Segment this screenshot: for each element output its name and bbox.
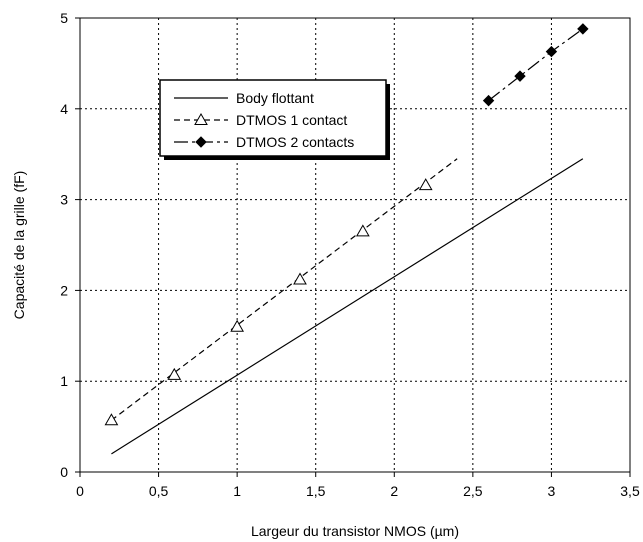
- data-point: [418, 178, 433, 191]
- plot-area-frame: [79, 17, 631, 473]
- series-line: [111, 158, 584, 455]
- x-tick-label: 3,5: [620, 483, 640, 499]
- legend-label: DTMOS 2 contacts: [236, 134, 354, 150]
- y-tick-label: 1: [60, 373, 68, 389]
- data-point: [104, 413, 119, 426]
- data-point: [355, 224, 370, 237]
- x-tick-label: 1,5: [306, 483, 326, 499]
- x-axis-title: Largeur du transistor NMOS (µm): [251, 523, 459, 539]
- data-point: [545, 45, 558, 58]
- legend-label: DTMOS 1 contact: [236, 112, 347, 128]
- y-tick-label: 5: [60, 10, 68, 26]
- x-tick-label: 2,5: [463, 483, 483, 499]
- y-axis-title: Capacité de la grille (fF): [11, 171, 27, 320]
- series-line: [488, 28, 584, 102]
- data-point: [293, 272, 307, 285]
- series-layer: [104, 23, 589, 455]
- series-line: [111, 158, 458, 421]
- x-tick-label: 0: [76, 483, 84, 499]
- axis-ticks: 0 0,5 1 1,5 2 2,5 3 3,5 0 1 2 3 4 5: [60, 10, 640, 499]
- x-tick-label: 1: [233, 483, 241, 499]
- data-point: [514, 70, 526, 82]
- legend-marker: [195, 136, 207, 148]
- y-tick-label: 2: [60, 282, 68, 298]
- series-3: [482, 23, 589, 107]
- series-1: [111, 158, 584, 455]
- legend-marker: [194, 112, 208, 125]
- data-point: [167, 367, 182, 380]
- y-tick-label: 0: [60, 464, 68, 480]
- x-tick-label: 0,5: [149, 483, 169, 499]
- data-point: [230, 319, 245, 332]
- x-tick-label: 3: [548, 483, 556, 499]
- y-tick-label: 3: [60, 192, 68, 208]
- y-tick-label: 4: [60, 101, 68, 117]
- x-tick-label: 2: [390, 483, 398, 499]
- data-point: [577, 23, 589, 35]
- series-2: [104, 158, 458, 426]
- legend: Body flottant DTMOS 1 contact DTMOS 2 cont…: [159, 79, 390, 160]
- legend-label: Body flottant: [236, 90, 314, 106]
- data-point: [482, 94, 495, 107]
